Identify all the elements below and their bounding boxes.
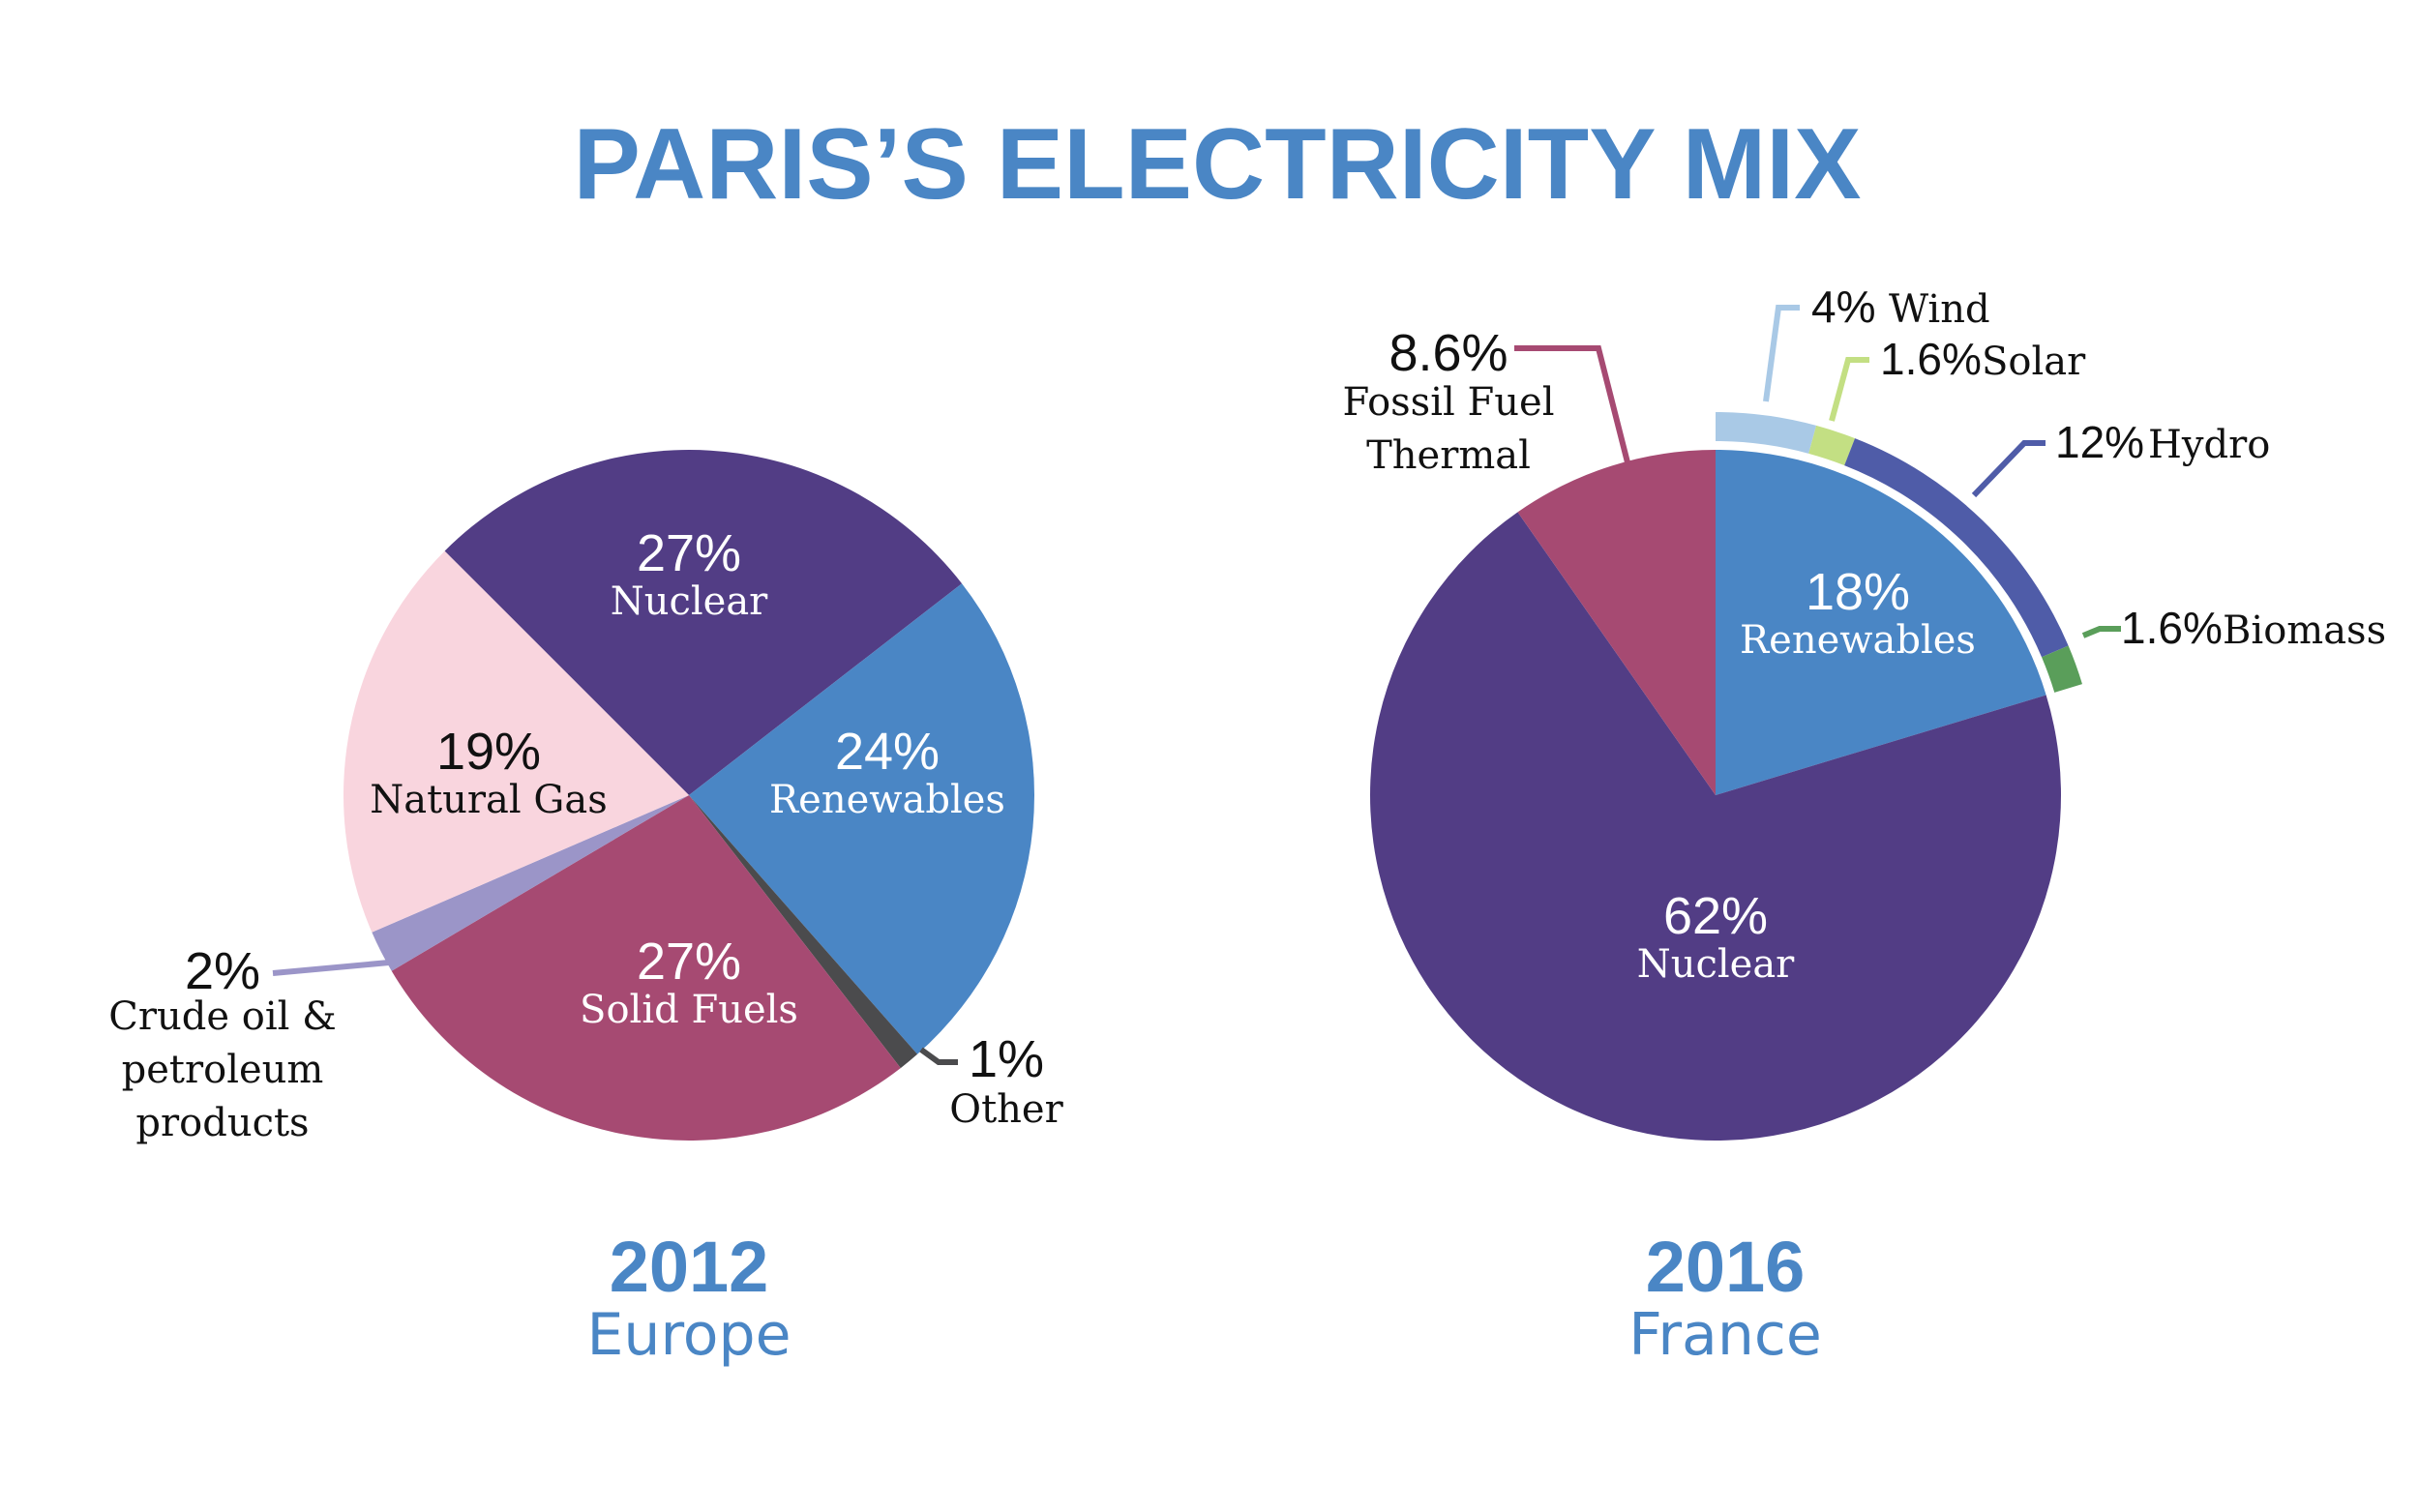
label-solar-name: Solar: [1982, 340, 2086, 384]
label-2012-renewables-name: Renewables: [769, 778, 1005, 822]
pie-2012-slice-nuclear: [444, 449, 963, 795]
pie-2016-slice-nuclear: [1370, 512, 2061, 1141]
ring-segment-hydro: [1844, 438, 2069, 658]
pie-2012-slice-renewables: [689, 583, 1034, 1054]
ring-segment-wind: [1716, 412, 1817, 454]
leader-line-biomass: [2081, 626, 2121, 638]
label-2012-crude-oil-name-1: Crude oil &: [108, 994, 336, 1039]
label-2012-crude-oil-name-3: products: [135, 1101, 309, 1145]
label-hydro-pct: 12%: [2055, 417, 2144, 467]
label-2016-fossil-pct: 8.6%: [1389, 324, 1508, 382]
pie-2016-slice-fossil_thermal: [1517, 450, 1716, 795]
label-biomass-pct: 1.6%: [2121, 603, 2223, 653]
label-2016-fossil-name-2: Thermal: [1366, 433, 1531, 478]
label-2012-other-pct: 1%: [969, 1030, 1044, 1088]
label-2012-solid-fuels-name: Solid Fuels: [580, 988, 798, 1032]
renewables-breakdown-ring: [1716, 412, 2082, 693]
label-solar-pct: 1.6%: [1880, 334, 1982, 384]
label-2012-crude-oil-pct: 2%: [185, 942, 260, 1000]
leader-line-wind: [1763, 305, 1800, 402]
leader-line-fossil-thermal: [1514, 345, 1630, 463]
label-hydro-name: Hydro: [2148, 423, 2270, 467]
label-2016-renewables-pct: 18%: [1806, 563, 1910, 621]
label-2012-crude-oil-name-2: petroleum: [122, 1048, 324, 1092]
label-2012-nuclear-name: Nuclear: [611, 579, 768, 624]
year-2012: 2012: [610, 1227, 769, 1307]
year-2016: 2016: [1646, 1227, 1806, 1307]
label-2012-renewables-pct: 24%: [835, 723, 940, 781]
leader-line-solar: [1829, 357, 1869, 422]
ring-segment-biomass: [2042, 645, 2082, 693]
leader-line-other: [919, 1047, 958, 1065]
region-france: France: [1628, 1301, 1822, 1369]
label-2012-nuclear-pct: 27%: [637, 524, 741, 582]
label-2012-solid-fuels-pct: 27%: [637, 933, 741, 991]
region-europe: Europe: [587, 1301, 791, 1369]
label-2012-natural-gas-pct: 19%: [436, 723, 541, 781]
pie-2012-slice-natural_gas: [343, 550, 689, 933]
chart-title: PARIS’S ELECTRICITY MIX: [574, 108, 1862, 221]
ring-segment-solar: [1808, 425, 1856, 466]
label-2016-nuclear-pct: 62%: [1663, 887, 1768, 945]
pie-2012-europe: [343, 449, 1034, 1141]
label-wind-name: Wind: [1889, 287, 1990, 332]
label-2012-other-name: Other: [949, 1087, 1063, 1132]
label-wind-pct: 4%: [1811, 282, 1875, 332]
pie-2012-slice-crude_oil: [372, 795, 689, 971]
pie-2016-slice-renewables: [1716, 450, 2046, 795]
pie-2012-slice-solid_fuels: [391, 795, 901, 1141]
leader-line-crude-oil: [272, 960, 390, 976]
label-2016-nuclear-name: Nuclear: [1637, 942, 1795, 987]
pie-2012-slice-other: [689, 795, 918, 1069]
label-2016-renewables-name: Renewables: [1740, 618, 1976, 663]
label-biomass-name: Biomass: [2223, 608, 2386, 653]
pie-2016-france: [1370, 450, 2061, 1141]
leader-line-hydro: [1971, 440, 2046, 498]
label-2016-fossil-name-1: Fossil Fuel: [1343, 380, 1555, 425]
label-2012-natural-gas-name: Natural Gas: [370, 778, 608, 822]
